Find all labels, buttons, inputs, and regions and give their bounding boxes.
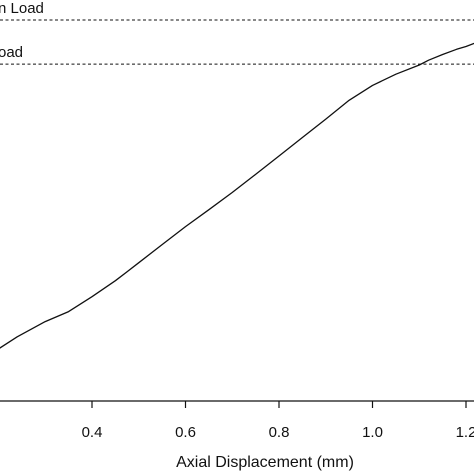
- x-axis-label: Axial Displacement (mm): [176, 454, 354, 471]
- x-tick-label: 1.2: [456, 424, 474, 441]
- x-tick-label: 0.8: [269, 424, 290, 441]
- reference-lines: n Load oad: [0, 0, 474, 65]
- x-tick-label: 0.6: [175, 424, 196, 441]
- reference-line-label-1: n Load: [0, 0, 44, 17]
- data-series: [0, 42, 474, 349]
- series-line-1: [0, 42, 474, 349]
- reference-line-label-2: oad: [0, 44, 23, 61]
- x-tick-label: 1.0: [362, 424, 383, 441]
- x-tick-label: 0.4: [82, 424, 103, 441]
- x-axis-ticks: 0.4 0.6 0.8 1.0 1.2: [82, 401, 474, 441]
